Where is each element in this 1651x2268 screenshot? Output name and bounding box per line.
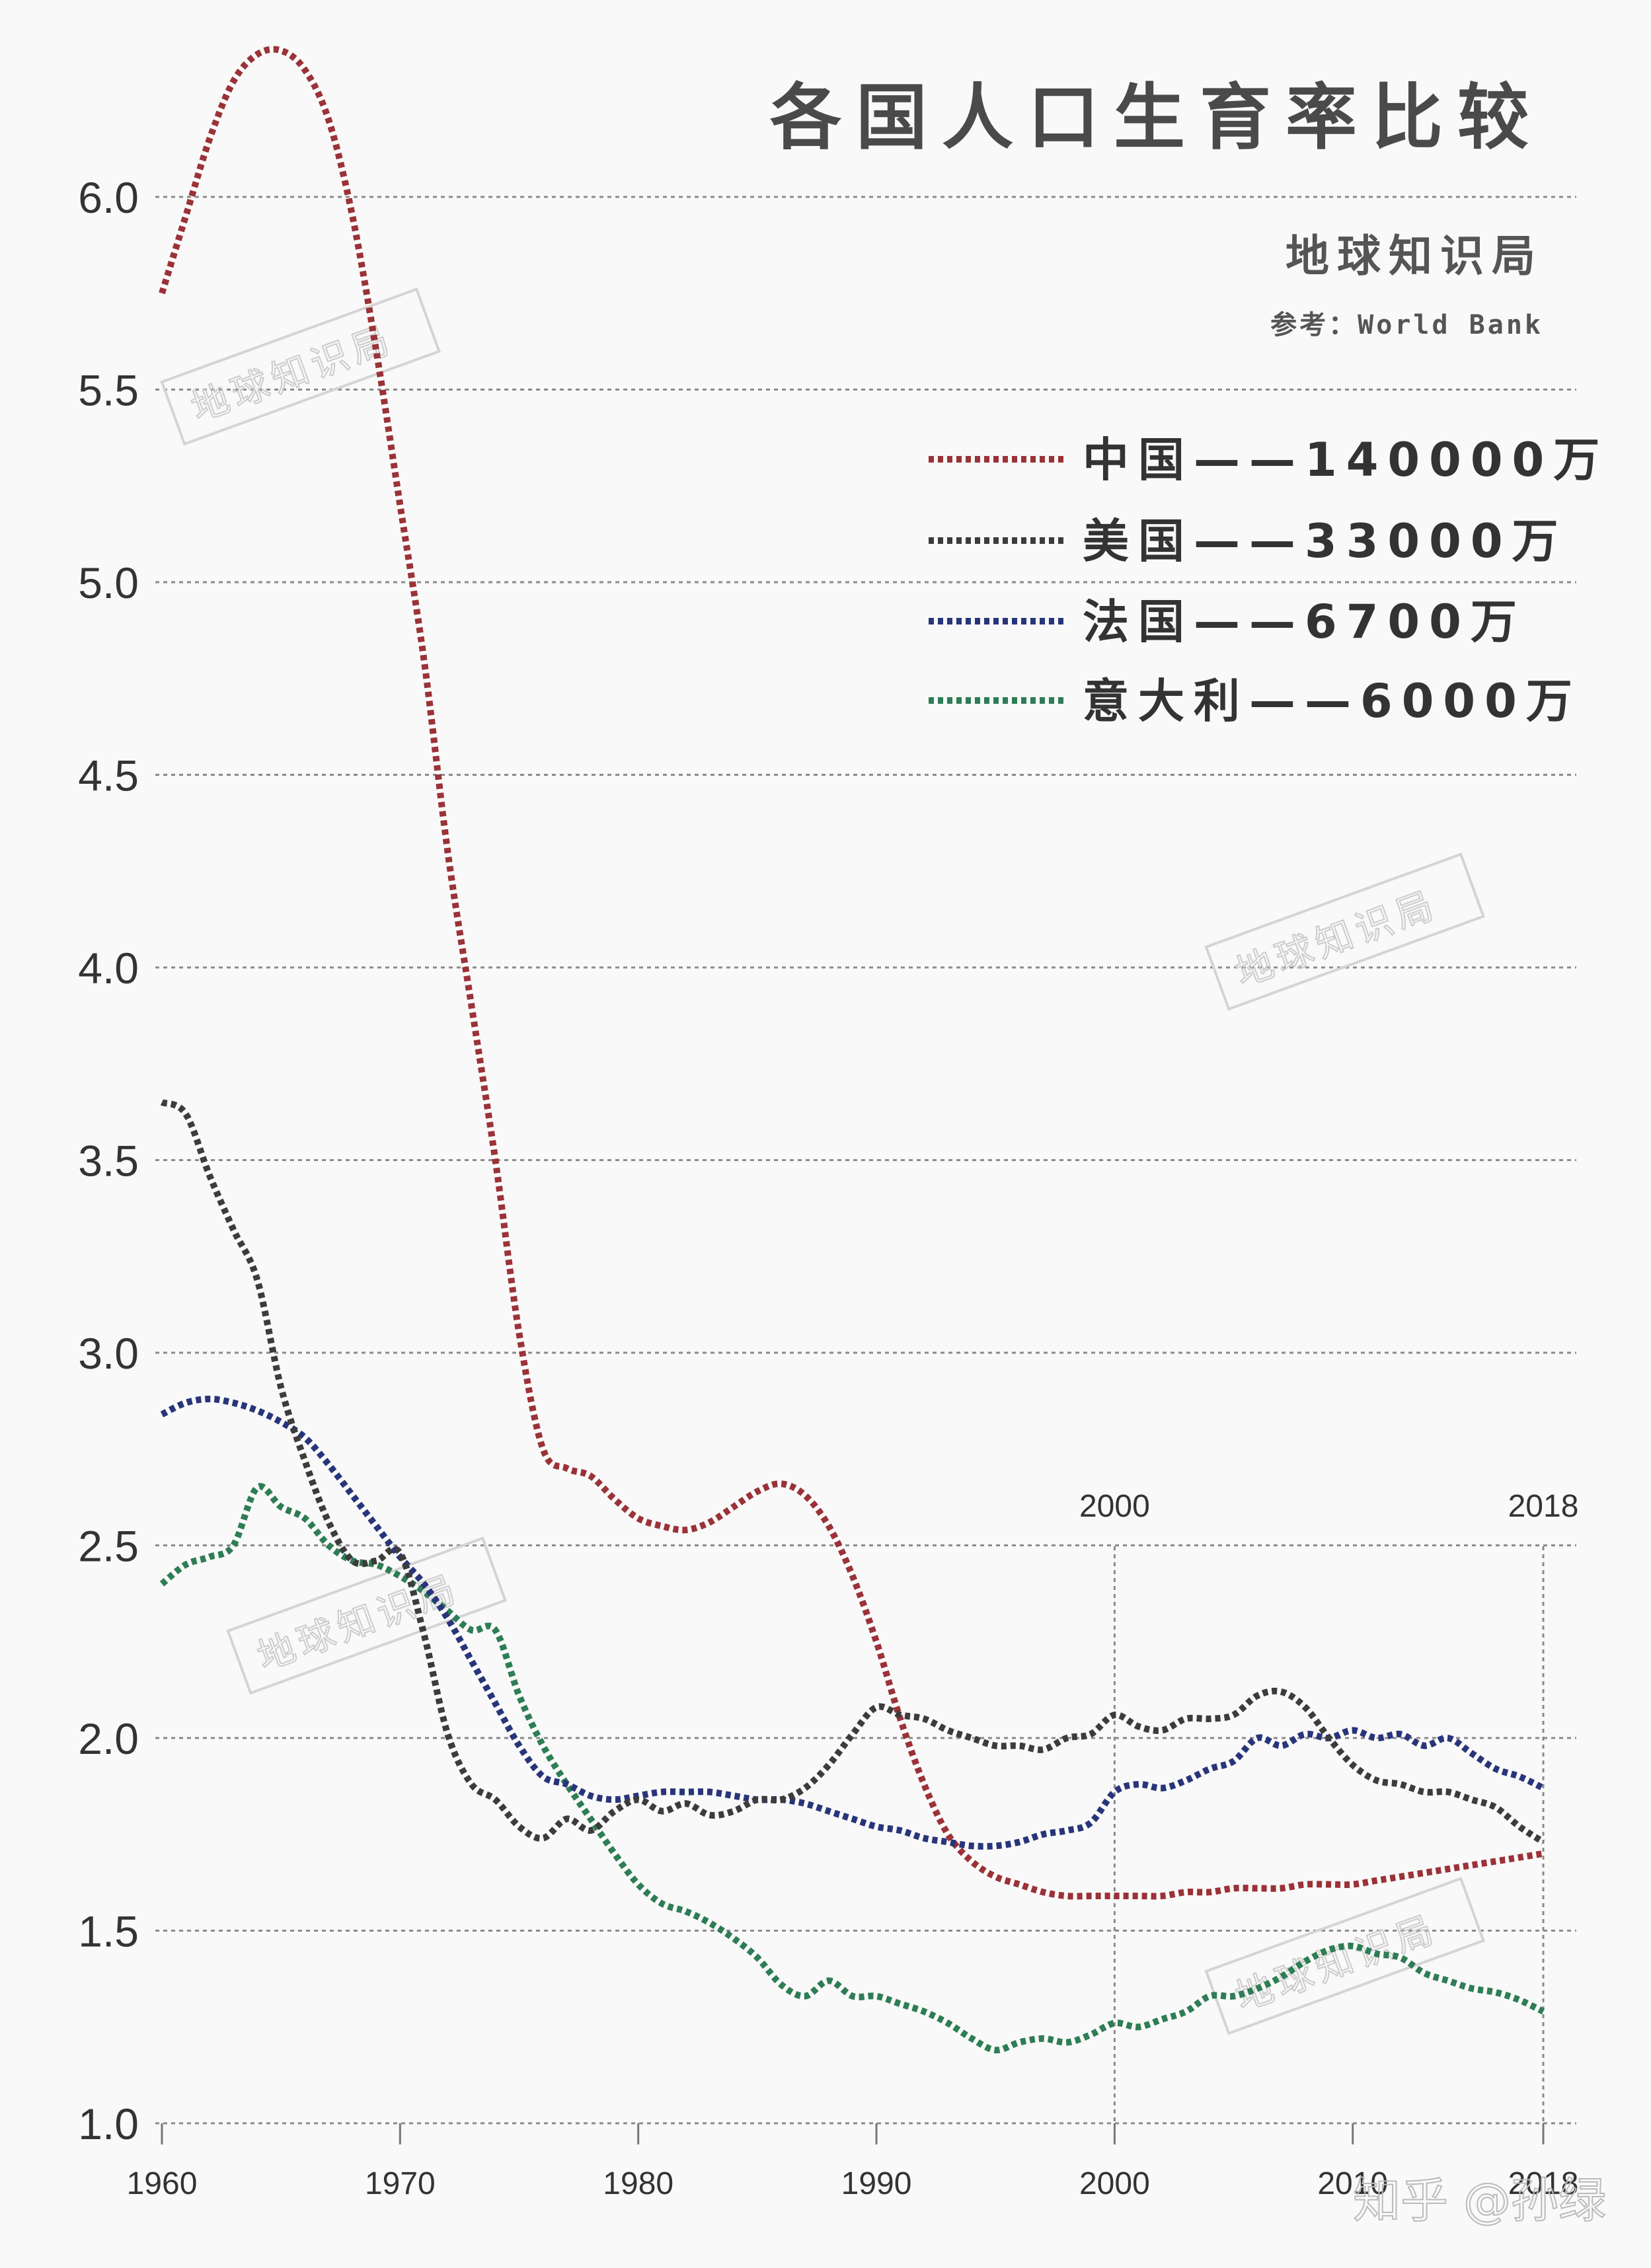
y-tick-label-3.5: 3.5 (78, 1137, 139, 1186)
series-line-中国 (159, 46, 1544, 1900)
x-tick-label-2010: 2010 (1317, 2166, 1388, 2201)
watermark-border (1204, 852, 1485, 1011)
annotations: 2000 2018 (1079, 1489, 1578, 2123)
y-axis-ticks: 1.0 1.5 2.0 2.5 3.0 3.5 4.0 4.5 5.0 5.5 6.0 (78, 173, 139, 2148)
y-tick-label-1.5: 1.5 (78, 1907, 139, 1956)
chart-subtitle: 地球知识局 (1286, 231, 1543, 282)
y-tick-label-1.0: 1.0 (78, 2099, 139, 2148)
y-tick-label-5.5: 5.5 (78, 366, 139, 415)
y-tick-label-2.0: 2.0 (78, 1714, 139, 1763)
y-tick-label-3.0: 3.0 (78, 1329, 139, 1378)
chart-title: 各国人口生育率比较 (770, 77, 1543, 159)
x-tick-label-1970: 1970 (365, 2166, 436, 2201)
watermark-4: 地球知识局 (1204, 1877, 1485, 2035)
x-tick-label-2000: 2000 (1079, 2166, 1150, 2201)
x-axis-ticks: 1960 1970 1980 1990 2000 2010 2018 (127, 2123, 1579, 2201)
y-tick-label-5.0: 5.0 (78, 558, 139, 607)
watermark-1: 地球知识局 (160, 287, 441, 446)
series-line-意大利 (159, 1483, 1545, 2054)
series-line-美国 (160, 1099, 1545, 1845)
footer-watermark: 知乎 @孙绿 (1353, 2173, 1606, 2228)
watermark-2: 地球知识局 (1204, 852, 1485, 1011)
y-tick-label-2.5: 2.5 (78, 1522, 139, 1571)
y-tick-label-4.0: 4.0 (78, 944, 139, 993)
annotation-label-2018: 2018 (1508, 1489, 1579, 1524)
legend-label-法国: 法国——6700万 (1083, 595, 1526, 649)
annotation-label-2000: 2000 (1079, 1489, 1150, 1524)
x-tick-label-2018: 2018 (1508, 2166, 1579, 2201)
series-lines (159, 46, 1545, 2054)
x-tick-label-1990: 1990 (841, 2166, 912, 2201)
x-tick-label-1960: 1960 (127, 2166, 198, 2201)
watermark-border (160, 287, 441, 446)
legend-label-中国: 中国——140000万 (1083, 433, 1609, 487)
x-tick-label-1980: 1980 (603, 2166, 673, 2201)
watermark-border (226, 1536, 507, 1695)
series-line-法国 (160, 1395, 1545, 1850)
y-tick-label-4.5: 4.5 (78, 751, 139, 800)
legend-label-意大利: 意大利——6000万 (1083, 674, 1582, 728)
chart-source: 参考：World Bank (1270, 310, 1543, 340)
legend-label-美国: 美国——33000万 (1083, 514, 1568, 568)
watermark-border (1204, 1877, 1485, 2035)
y-tick-label-6.0: 6.0 (78, 173, 139, 222)
